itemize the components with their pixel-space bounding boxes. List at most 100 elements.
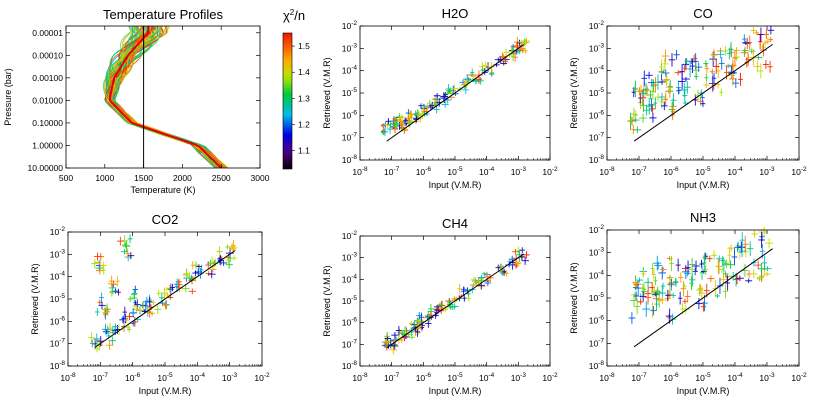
y-axis-label: Retrieved (V.M.R) <box>569 57 579 128</box>
y-tick-base: 10 <box>50 339 60 349</box>
y-tick-label: 10-8 <box>50 360 66 371</box>
y-tick-base: 10 <box>589 133 599 143</box>
x-tick-base: 10 <box>511 373 521 383</box>
x-tick-exp: -3 <box>769 166 775 173</box>
x-tick-base: 10 <box>125 373 135 383</box>
x-tick-label: 2000 <box>173 173 192 183</box>
y-tick-base: 10 <box>589 110 599 120</box>
y-tick-exp: -2 <box>59 226 65 233</box>
y-tick-exp: -8 <box>598 360 604 367</box>
y-tick-label: 10-8 <box>589 154 605 165</box>
y-tick-exp: -3 <box>351 252 357 259</box>
y-axis-label: Retrieved (V.M.R) <box>30 263 40 334</box>
x-tick-exp: -3 <box>232 372 238 379</box>
scatter-points <box>380 37 530 136</box>
x-tick-base: 10 <box>791 167 801 177</box>
x-axis-label: Input (V.M.R) <box>677 180 730 190</box>
y-tick-label: 10-2 <box>589 224 605 235</box>
y-tick-label: 10-7 <box>342 132 358 143</box>
x-tick-base: 10 <box>479 167 489 177</box>
x-tick-base: 10 <box>695 167 705 177</box>
y-tick-exp: -4 <box>351 273 357 280</box>
x-tick-base: 10 <box>695 373 705 383</box>
colorbar-tick-label: 1.5 <box>298 41 310 51</box>
y-tick-base: 10 <box>342 21 352 31</box>
x-tick-label: 10-8 <box>352 372 368 383</box>
panel-nh3: 10-8 10-7 10-6 10-5 10-4 10-3 10-210-210-310-4… <box>569 210 807 396</box>
y-tick-label: 10-3 <box>342 42 358 53</box>
x-tick-label: 10-6 <box>416 166 432 177</box>
x-tick-label: 10-5 <box>695 166 711 177</box>
scatter-points <box>88 234 238 353</box>
x-axis-label: Temperature (K) <box>130 185 195 195</box>
x-tick-label: 10-7 <box>631 166 647 177</box>
y-tick-exp: -6 <box>351 317 357 324</box>
y-tick-base: 10 <box>342 66 352 76</box>
x-tick-label: 10-3 <box>511 166 527 177</box>
x-tick-label: 10-2 <box>542 166 558 177</box>
y-tick-label: 0.00001 <box>32 28 63 38</box>
colorbar-tick-label: 1.2 <box>298 120 310 130</box>
x-tick-base: 10 <box>384 167 394 177</box>
x-tick-label: 10-4 <box>479 372 495 383</box>
y-axis-label: Retrieved (V.M.R) <box>569 262 579 333</box>
x-tick-label: 10-8 <box>599 166 615 177</box>
y-tick-label: 10-8 <box>589 360 605 371</box>
y-tick-base: 10 <box>342 253 352 263</box>
y-tick-base: 10 <box>342 110 352 120</box>
one-to-one-line <box>633 43 773 142</box>
x-axis-label: Input (V.M.R) <box>677 386 730 396</box>
x-tick-base: 10 <box>447 373 457 383</box>
y-tick-base: 10 <box>342 88 352 98</box>
x-tick-exp: -6 <box>425 372 431 379</box>
x-tick-exp: -2 <box>801 372 807 379</box>
x-axis-label: Input (V.M.R) <box>139 386 192 396</box>
y-tick-base: 10 <box>589 21 599 31</box>
x-tick-base: 10 <box>542 167 552 177</box>
panel-title: Temperature Profiles <box>103 7 223 22</box>
y-tick-label: 10-4 <box>342 65 358 76</box>
x-tick-exp: -6 <box>673 372 679 379</box>
x-tick-base: 10 <box>384 373 394 383</box>
x-tick-exp: -2 <box>552 166 558 173</box>
y-tick-label: 10-6 <box>342 109 358 120</box>
y-tick-label: 10.00000 <box>28 163 64 173</box>
profile-line <box>113 26 224 168</box>
x-tick-label: 10-6 <box>416 372 432 383</box>
x-tick-label: 10-2 <box>542 372 558 383</box>
y-tick-label: 10-2 <box>342 20 358 31</box>
y-tick-exp: -7 <box>598 132 604 139</box>
y-tick-base: 10 <box>50 272 60 282</box>
x-tick-exp: -8 <box>362 372 368 379</box>
x-tick-label: 10-8 <box>599 372 615 383</box>
y-tick-exp: -2 <box>598 20 604 27</box>
temperature-profiles-panel: 500 1000 1500 2000 2500 3000 0.00001 0.00010 0.0… <box>3 7 270 195</box>
one-to-one-line <box>95 249 236 348</box>
y-tick-base: 10 <box>342 296 352 306</box>
y-tick-exp: -3 <box>59 248 65 255</box>
x-tick-label: 10-3 <box>759 166 775 177</box>
y-tick-label: 10-7 <box>342 338 358 349</box>
y-tick-label: 10-2 <box>342 230 358 241</box>
y-tick-exp: -6 <box>598 315 604 322</box>
colorbar: 1.5 1.4 1.3 1.2 1.1 χ2/n <box>282 8 310 170</box>
x-tick-exp: -8 <box>609 166 615 173</box>
y-tick-exp: -7 <box>598 337 604 344</box>
panel-h2o: 10-8 10-7 10-6 10-5 10-4 10-3 10-210-210-310-4… <box>322 6 558 190</box>
x-tick-label: 10-5 <box>447 166 463 177</box>
y-tick-base: 10 <box>589 155 599 165</box>
y-tick-exp: -2 <box>351 20 357 27</box>
x-tick-exp: -6 <box>135 372 141 379</box>
colorbar-tick-label: 1.3 <box>298 93 310 103</box>
x-tick-base: 10 <box>759 167 769 177</box>
x-tick-base: 10 <box>157 373 167 383</box>
x-tick-label: 10-2 <box>791 166 807 177</box>
y-tick-label: 10-4 <box>50 271 66 282</box>
y-tick-base: 10 <box>50 294 60 304</box>
x-axis-label: Input (V.M.R) <box>429 386 482 396</box>
y-tick-exp: -7 <box>59 338 65 345</box>
colorbar-label: χ2/n <box>283 8 305 23</box>
y-tick-exp: -7 <box>351 132 357 139</box>
x-tick-label: 10-3 <box>222 372 238 383</box>
y-tick-exp: -6 <box>598 109 604 116</box>
